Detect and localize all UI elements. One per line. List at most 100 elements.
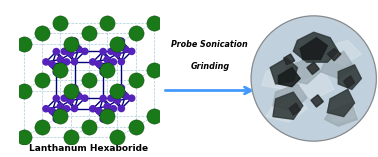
Point (68, 52, 74, 55)
Point (68, 99, 74, 102)
Point (82, 97, 88, 99)
Point (118, 87, 124, 89)
Point (133, 126, 139, 128)
Point (68, 43, 74, 45)
Point (39, 126, 45, 128)
Polygon shape (284, 57, 321, 84)
Point (86, 32, 92, 35)
Point (57, 105, 64, 108)
Point (100, 71, 106, 73)
Point (118, 107, 124, 110)
Point (129, 50, 135, 53)
Point (86, 126, 92, 128)
Polygon shape (300, 38, 327, 60)
Point (64, 61, 70, 63)
Point (114, 99, 120, 102)
Polygon shape (344, 76, 355, 88)
Text: Grinding: Grinding (190, 62, 229, 71)
Point (71, 107, 77, 110)
Point (71, 40, 77, 42)
Point (96, 63, 102, 65)
Point (53, 50, 59, 53)
Polygon shape (327, 99, 357, 122)
Point (61, 50, 67, 53)
Polygon shape (270, 58, 297, 84)
Point (61, 97, 67, 99)
Polygon shape (321, 40, 361, 65)
Polygon shape (327, 49, 341, 61)
Point (90, 61, 96, 63)
Polygon shape (311, 95, 323, 107)
Point (21, 43, 27, 45)
Polygon shape (327, 89, 355, 117)
Point (122, 48, 129, 50)
Point (122, 95, 129, 97)
Point (71, 60, 77, 63)
Point (104, 68, 110, 71)
Polygon shape (266, 95, 307, 122)
Point (110, 108, 116, 110)
Point (53, 71, 59, 73)
Point (90, 108, 96, 110)
Point (108, 50, 114, 53)
Polygon shape (293, 32, 338, 62)
Point (57, 68, 63, 71)
FancyArrowPatch shape (165, 87, 251, 94)
Polygon shape (338, 65, 361, 89)
Point (82, 50, 88, 53)
Point (57, 58, 64, 61)
Point (133, 32, 139, 35)
Point (68, 136, 74, 139)
Point (118, 40, 124, 42)
Polygon shape (278, 68, 300, 87)
Polygon shape (297, 72, 334, 99)
Point (57, 115, 63, 118)
Polygon shape (289, 103, 300, 115)
Point (53, 118, 59, 120)
Point (43, 108, 49, 110)
Point (151, 68, 157, 71)
Text: Probe Sonication: Probe Sonication (171, 40, 248, 49)
Point (76, 48, 82, 50)
Polygon shape (321, 51, 355, 78)
Point (49, 110, 55, 112)
Point (21, 89, 27, 92)
Point (104, 115, 110, 118)
Point (114, 52, 120, 55)
Polygon shape (325, 103, 357, 126)
Point (104, 58, 110, 61)
Point (49, 63, 55, 65)
Point (129, 97, 135, 99)
Polygon shape (273, 92, 303, 119)
Polygon shape (273, 84, 307, 111)
Point (110, 61, 116, 63)
Point (115, 136, 121, 139)
Point (96, 110, 102, 112)
Point (104, 22, 110, 24)
Circle shape (251, 16, 376, 141)
Polygon shape (262, 62, 300, 89)
Point (39, 32, 45, 35)
Text: Lanthanum Hexaboride: Lanthanum Hexaboride (29, 144, 149, 153)
Point (76, 95, 82, 97)
Point (115, 89, 121, 92)
Point (86, 79, 92, 81)
Polygon shape (284, 54, 295, 65)
Point (100, 118, 106, 120)
Point (57, 22, 63, 24)
Point (43, 61, 49, 63)
Point (100, 97, 106, 100)
Point (64, 108, 70, 110)
Point (71, 87, 77, 89)
Point (133, 79, 139, 81)
Point (151, 22, 157, 24)
Point (104, 105, 110, 108)
Point (21, 136, 27, 139)
Point (108, 97, 114, 99)
Point (115, 43, 121, 45)
Point (118, 60, 124, 63)
Polygon shape (307, 62, 319, 74)
Point (53, 97, 59, 100)
Point (151, 115, 157, 118)
Point (68, 89, 74, 92)
